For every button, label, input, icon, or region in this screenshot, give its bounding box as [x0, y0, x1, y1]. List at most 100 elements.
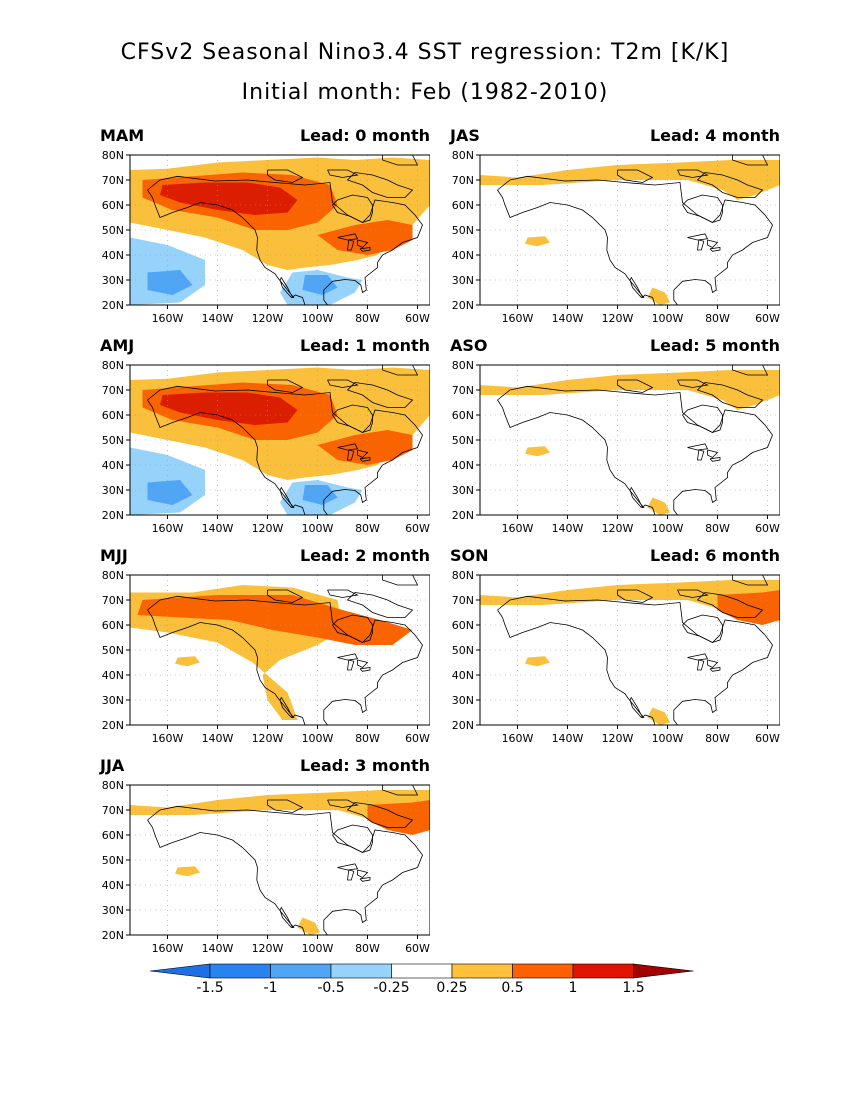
coastline	[497, 365, 773, 515]
lat-tick-label: 20N	[102, 929, 124, 942]
lon-tick-label: 120W	[252, 312, 284, 325]
lon-tick-label: 160W	[152, 942, 184, 955]
lat-tick-label: 40N	[102, 249, 124, 262]
map-plot: 80N 70N 60N 50N 40N 30N 20N 160W 140W 120W 100W 80W…	[452, 360, 780, 535]
lat-tick-label: 80N	[452, 150, 474, 162]
grid-lines	[480, 575, 780, 725]
colorbar-swatch	[391, 963, 453, 979]
warm-anomaly-region	[160, 182, 298, 215]
lat-tick-label: 80N	[102, 360, 124, 372]
lat-tick-label: 30N	[452, 484, 474, 497]
anomaly-fields	[480, 365, 780, 515]
lon-tick-label: 140W	[552, 732, 584, 745]
lat-tick-label: 60N	[452, 619, 474, 632]
lat-tick-label: 70N	[452, 594, 474, 607]
lon-tick-label: 100W	[652, 522, 684, 535]
lon-tick-label: 60W	[405, 312, 430, 325]
anomaly-fields	[480, 575, 780, 725]
lat-tick-label: 80N	[452, 570, 474, 582]
colorbar-arrow-low	[150, 963, 211, 979]
colorbar-label: 0.5	[501, 980, 523, 996]
colorbar-swatch	[512, 963, 574, 979]
panel-lead-label: Lead: 6 month	[649, 546, 780, 565]
lat-tick-label: 60N	[102, 409, 124, 422]
lon-tick-label: 60W	[405, 522, 430, 535]
colorbar-label: -0.25	[373, 980, 409, 996]
lat-tick-label: 20N	[102, 719, 124, 732]
lat-tick-label: 60N	[102, 619, 124, 632]
lat-tick-label: 70N	[102, 804, 124, 817]
warm-anomaly-region	[525, 446, 550, 457]
map-panel-mjj: MJJ Lead: 2 month 80N 70N 60N 50N 40N 30N 20N 1…	[100, 546, 430, 750]
lat-tick-label: 50N	[452, 224, 474, 237]
lat-tick-label: 30N	[452, 694, 474, 707]
panel-lead-label: Lead: 1 month	[299, 336, 430, 355]
cold-anomaly-region	[302, 485, 338, 505]
lat-tick-label: 70N	[452, 174, 474, 187]
map-panel-amj: AMJ Lead: 1 month 80N 70N 60N 50N 40N 30N 20N 1…	[100, 336, 430, 540]
colorbar-label: 1.5	[622, 980, 644, 996]
anomaly-fields	[480, 155, 780, 305]
lat-tick-label: 50N	[102, 224, 124, 237]
lat-tick-label: 50N	[102, 644, 124, 657]
lon-tick-label: 100W	[652, 732, 684, 745]
lat-tick-label: 20N	[452, 719, 474, 732]
lon-tick-label: 120W	[252, 522, 284, 535]
anomaly-fields	[130, 785, 430, 935]
panel-season-label: AMJ	[100, 336, 135, 355]
lat-tick-label: 80N	[102, 150, 124, 162]
warm-anomaly-region	[137, 595, 413, 645]
warm-anomaly-region	[647, 287, 670, 305]
lon-tick-label: 60W	[405, 732, 430, 745]
coastline	[147, 155, 423, 305]
lon-tick-label: 80W	[355, 942, 380, 955]
panel-lead-label: Lead: 2 month	[299, 546, 430, 565]
lat-tick-label: 30N	[102, 274, 124, 287]
lon-tick-label: 100W	[302, 312, 334, 325]
lat-tick-label: 30N	[102, 694, 124, 707]
anomaly-fields	[130, 575, 430, 725]
anomaly-fields	[130, 365, 430, 515]
lon-tick-label: 100W	[302, 522, 334, 535]
lon-tick-label: 100W	[652, 312, 684, 325]
lon-tick-label: 160W	[152, 312, 184, 325]
panel-season-label: MJJ	[100, 546, 128, 565]
lon-tick-label: 80W	[705, 732, 730, 745]
coastline	[147, 785, 423, 935]
lat-tick-label: 20N	[102, 299, 124, 312]
lat-tick-label: 70N	[102, 594, 124, 607]
lat-tick-label: 60N	[102, 199, 124, 212]
lat-tick-label: 40N	[102, 879, 124, 892]
colorbar-legend: -1.5 -1 -0.5 -0.25 0.25 0.5 1 1.5	[150, 963, 694, 996]
lon-tick-label: 80W	[705, 522, 730, 535]
coastline	[147, 575, 423, 725]
lat-tick-label: 30N	[102, 484, 124, 497]
colorbar-swatch	[270, 963, 332, 979]
lat-tick-label: 80N	[102, 570, 124, 582]
lon-tick-label: 80W	[355, 522, 380, 535]
map-panel-mam: MAM Lead: 0 month 80N 70N 60N 50N 40N 30N 20N 1…	[100, 126, 430, 330]
lat-tick-label: 60N	[102, 829, 124, 842]
lat-tick-label: 70N	[452, 384, 474, 397]
lat-tick-label: 70N	[102, 174, 124, 187]
colorbar-arrow-high	[633, 963, 694, 979]
lat-tick-label: 40N	[452, 669, 474, 682]
map-panel-son: SON Lead: 6 month 80N 70N 60N 50N 40N 30N 20N 1…	[450, 546, 780, 750]
colorbar-label: 1	[569, 980, 578, 996]
map-panel-aso: ASO Lead: 5 month 80N 70N 60N 50N 40N 30N 20N 1…	[450, 336, 780, 540]
grid-lines	[130, 365, 430, 515]
lat-tick-label: 50N	[452, 644, 474, 657]
figure-title-line1: CFSv2 Seasonal Nino3.4 SST regression: T…	[120, 40, 730, 65]
panel-season-label: JJA	[100, 756, 125, 775]
map-plot: 80N 70N 60N 50N 40N 30N 20N 160W 140W 120W 100W 80W…	[102, 570, 430, 745]
panel-lead-label: Lead: 3 month	[299, 756, 430, 775]
grid-lines	[130, 575, 430, 725]
lon-tick-label: 160W	[152, 522, 184, 535]
lon-tick-label: 120W	[252, 732, 284, 745]
lat-tick-label: 50N	[102, 434, 124, 447]
lon-tick-label: 160W	[152, 732, 184, 745]
lon-tick-label: 100W	[302, 942, 334, 955]
lon-tick-label: 60W	[755, 522, 780, 535]
coastline	[497, 575, 773, 725]
panel-lead-label: Lead: 4 month	[649, 126, 780, 145]
